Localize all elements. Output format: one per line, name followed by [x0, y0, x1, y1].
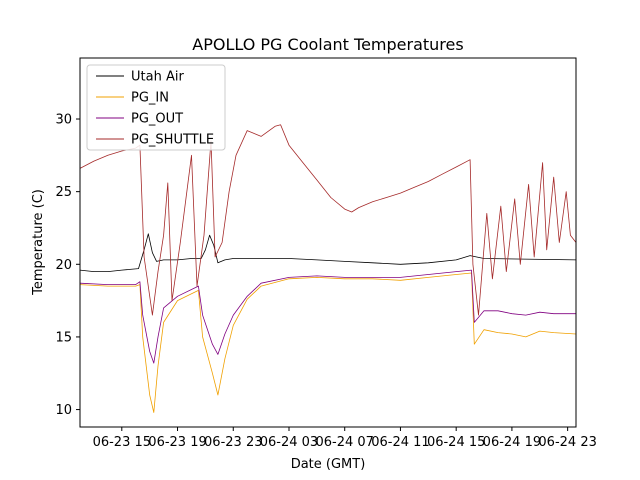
y-tick-label: 10 — [55, 403, 72, 418]
x-tick-label: 06-23 23 — [204, 435, 262, 450]
x-tick-label: 06-24 03 — [260, 435, 318, 450]
x-tick-label: 06-24 07 — [315, 435, 373, 450]
y-axis-label: Temperature (C) — [31, 189, 46, 296]
series-line-pg-shuttle — [79, 124, 577, 316]
y-axis: 10 15 20 25 30 — [55, 113, 80, 418]
legend: Utah Air PG_IN PG_OUT PG_SHUTTLE — [86, 64, 226, 151]
x-tick-label: 06-24 11 — [371, 435, 429, 450]
x-tick-label: 06-24 15 — [427, 435, 485, 450]
y-tick-label: 15 — [55, 330, 72, 345]
series-line-pg-out — [79, 269, 576, 364]
x-tick-label: 06-23 19 — [148, 435, 206, 450]
x-tick-label: 06-23 15 — [93, 435, 151, 450]
legend-entry: Utah Air — [131, 70, 184, 85]
plot-frame — [79, 57, 577, 428]
y-tick-label: 30 — [55, 113, 72, 128]
chart-title: APOLLO PG Coolant Temperatures — [192, 35, 463, 54]
legend-entry: PG_OUT — [131, 112, 183, 127]
series-layer — [79, 124, 577, 413]
y-tick-label: 20 — [55, 258, 72, 273]
legend-box — [86, 64, 226, 151]
y-tick-label: 25 — [55, 185, 72, 200]
series-line-pg-in — [79, 272, 577, 413]
series-line-utah-air — [79, 233, 577, 272]
legend-entry: PG_IN — [131, 91, 169, 106]
x-tick-label: 06-24 23 — [538, 435, 596, 450]
x-tick-label: 06-24 19 — [483, 435, 541, 450]
legend-entry: PG_SHUTTLE — [131, 133, 214, 148]
x-axis-label: Date (GMT) — [291, 457, 366, 472]
